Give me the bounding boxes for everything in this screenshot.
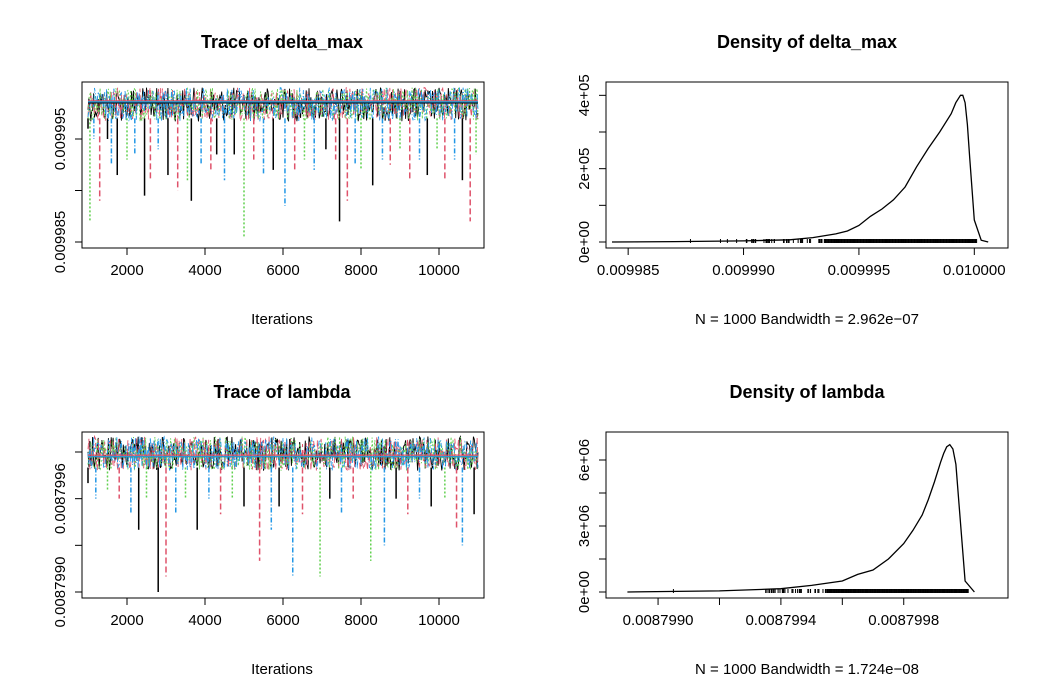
trace-delta-max-panel: Trace of delta_max Iterations 2000 4000 60… — [52, 32, 485, 328]
density-marks — [627, 443, 975, 593]
x-axis-label: Iterations — [251, 311, 313, 328]
y-axis-ticks: 0e+00 2e+05 4e+05 — [576, 74, 606, 263]
x-tick-label: 0.009995 — [828, 262, 891, 279]
density-curve — [627, 443, 975, 593]
y-axis-ticks: 0e+00 3e+06 6e+06 — [576, 439, 606, 613]
x-tick-label: 2000 — [110, 262, 143, 279]
x-tick-label: 0.0087998 — [868, 612, 939, 629]
density-marks — [611, 94, 989, 243]
x-tick-label: 4000 — [188, 612, 221, 629]
trace-series-4 — [87, 86, 479, 123]
x-axis-ticks: 2000 4000 6000 8000 10000 — [110, 598, 460, 629]
x-tick-label: 0.009985 — [597, 262, 660, 279]
plot-frame — [605, 431, 1009, 599]
y-tick-label: 4e+05 — [576, 74, 593, 116]
x-axis-ticks: 2000 4000 6000 8000 10000 — [110, 248, 460, 279]
y-tick-label: 0.009995 — [52, 108, 69, 171]
trace-series-1 — [87, 435, 479, 471]
x-axis-label: N = 1000 Bandwidth = 1.724e−08 — [695, 661, 919, 678]
trace-marks — [87, 434, 479, 592]
x-tick-label: 0.0087994 — [745, 612, 816, 629]
x-tick-label: 4000 — [188, 262, 221, 279]
y-tick-label: 6e+06 — [576, 439, 593, 481]
y-tick-label: 0.009985 — [52, 211, 69, 274]
trace-series-4 — [87, 435, 479, 471]
x-tick-label: 2000 — [110, 612, 143, 629]
x-tick-label: 0.0087990 — [623, 612, 694, 629]
chart-title: Trace of delta_max — [201, 32, 363, 52]
x-axis-ticks: 0.009985 0.009990 0.009995 0.010000 — [597, 248, 1006, 279]
x-tick-label: 0.009990 — [712, 262, 775, 279]
y-tick-label: 3e+06 — [576, 505, 593, 547]
density-delta-max-panel: Density of delta_max N = 1000 Bandwidth … — [576, 32, 1009, 328]
plot-frame — [605, 81, 1009, 249]
x-tick-label: 6000 — [266, 612, 299, 629]
trace-lambda-panel: Trace of lambda Iterations 2000 4000 6000 8… — [52, 382, 485, 678]
chart-title: Trace of lambda — [213, 382, 351, 402]
x-tick-label: 8000 — [344, 612, 377, 629]
trace-series-3 — [87, 86, 479, 122]
density-lambda-panel: Density of lambda N = 1000 Bandwidth = 1… — [576, 382, 1009, 678]
y-tick-label: 0.0087990 — [52, 557, 69, 628]
x-axis-label: Iterations — [251, 661, 313, 678]
y-tick-label: 0e+00 — [576, 221, 593, 263]
x-tick-label: 8000 — [344, 262, 377, 279]
chart-title: Density of lambda — [729, 382, 885, 402]
y-tick-label: 0.0087996 — [52, 463, 69, 534]
chart-title: Density of delta_max — [717, 32, 897, 52]
y-tick-label: 0e+00 — [576, 571, 593, 613]
x-axis-ticks: 0.0087990 0.0087994 0.0087998 — [623, 598, 939, 629]
x-tick-label: 0.010000 — [943, 262, 1006, 279]
x-tick-label: 10000 — [418, 262, 460, 279]
trace-marks — [87, 86, 479, 237]
x-axis-label: N = 1000 Bandwidth = 2.962e−07 — [695, 311, 919, 328]
trace-series-3 — [87, 435, 479, 471]
density-curve — [611, 94, 989, 243]
x-tick-label: 10000 — [418, 612, 460, 629]
y-axis-ticks: 0.009985 0.009995 — [52, 108, 82, 274]
y-tick-label: 2e+05 — [576, 148, 593, 190]
y-axis-ticks: 0.0087990 0.0087996 — [52, 451, 82, 628]
x-tick-label: 6000 — [266, 262, 299, 279]
